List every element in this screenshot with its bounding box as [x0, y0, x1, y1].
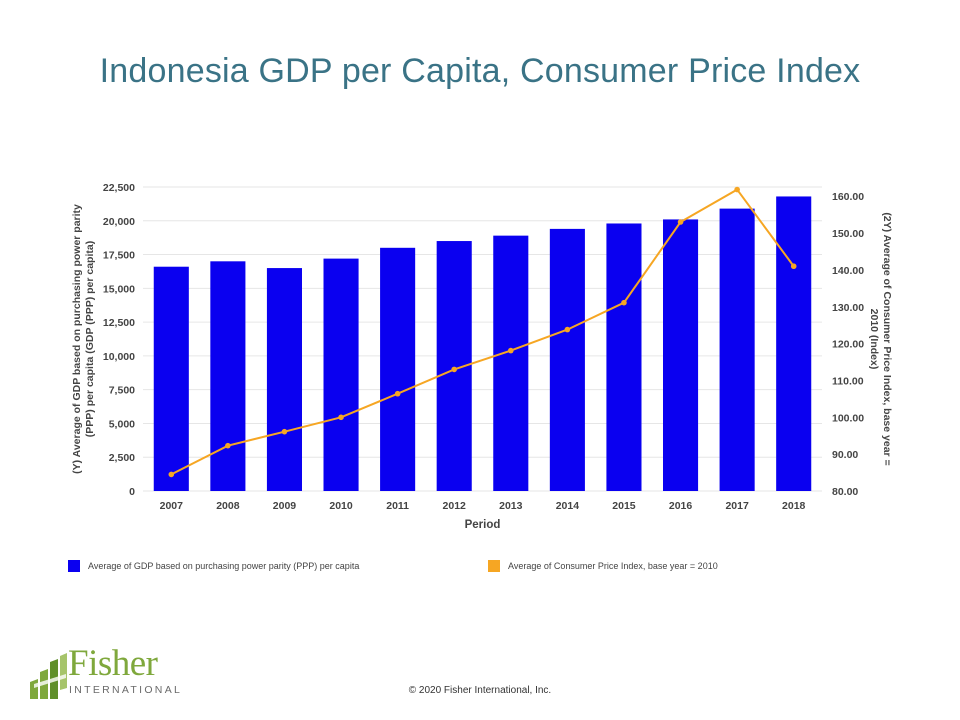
logo-mark-icon: [30, 653, 67, 699]
cpi-point: [790, 263, 797, 270]
y-left-tick-label: 12,500: [103, 317, 135, 329]
y-left-tick-label: 0: [129, 486, 135, 498]
x-tick-label: 2007: [160, 500, 184, 512]
cpi-point: [734, 186, 740, 193]
cpi-point: [564, 326, 571, 333]
cpi-point: [394, 390, 401, 397]
x-tick-label: 2009: [273, 500, 297, 512]
x-axis-title: Period: [465, 519, 501, 531]
cpi-point: [168, 471, 175, 478]
x-tick-label: 2008: [216, 500, 240, 512]
cpi-point: [225, 442, 231, 449]
bar: [210, 261, 246, 491]
cpi-point: [621, 299, 627, 306]
y-right-tick-label: 130.00: [832, 302, 864, 314]
legend-swatch-gdp: [68, 560, 80, 572]
legend-item-cpi[interactable]: Average of Consumer Price Index, base ye…: [488, 558, 718, 574]
bar: [549, 228, 585, 491]
logo-name: Fisher: [68, 643, 158, 684]
legend-label-cpi: Average of Consumer Price Index, base ye…: [508, 561, 718, 571]
x-tick-label: 2012: [443, 500, 467, 512]
y-right-tick-label: 90.00: [832, 449, 858, 461]
cpi-point: [338, 414, 344, 421]
y-right-tick-label: 110.00: [832, 375, 864, 387]
y-left-tick-label: 2,500: [109, 452, 135, 464]
cpi-point: [677, 219, 684, 225]
bar: [719, 208, 755, 491]
bar: [776, 196, 812, 492]
y-right-tick-label: 120.00: [832, 339, 864, 351]
copyright-footer: © 2020 Fisher International, Inc.: [408, 685, 552, 696]
y-left-tick-label: 10,000: [103, 351, 135, 363]
cpi-point: [507, 347, 514, 354]
bar: [493, 235, 529, 491]
slide-title: Indonesia GDP per Capita, Consumer Price…: [99, 52, 861, 90]
fisher-logo: Fisher INTERNATIONAL: [30, 643, 190, 704]
cpi-point: [451, 366, 458, 373]
y-left-axis-title: (Y) Average of GDP based on purchasing p…: [71, 204, 96, 474]
legend-label-gdp: Average of GDP based on purchasing power…: [88, 561, 360, 571]
bar: [380, 247, 416, 491]
y-right-axis-title: (2Y) Average of Consumer Price Index, ba…: [868, 212, 893, 465]
line-series: [168, 186, 797, 478]
y-left-tick-label: 5,000: [109, 418, 135, 430]
y-right-tick-label: 80.00: [832, 486, 858, 498]
x-tick-label: 2010: [329, 500, 353, 512]
x-tick-label: 2017: [725, 500, 749, 512]
cpi-line: [170, 188, 795, 476]
bar-series: [153, 196, 812, 492]
y-right-tick-label: 160.00: [832, 191, 864, 203]
x-tick-label: 2011: [386, 500, 409, 512]
x-tick-label: 2014: [556, 500, 580, 512]
x-tick-label: 2013: [499, 500, 523, 512]
x-tick-label: 2015: [612, 500, 636, 512]
bar: [323, 258, 359, 491]
x-tick-label: 2018: [782, 500, 806, 512]
y-left-tick-label: 7,500: [109, 385, 135, 397]
bar: [266, 268, 302, 491]
bar: [606, 223, 642, 492]
bar: [663, 219, 699, 491]
legend-swatch-cpi: [488, 560, 500, 572]
y-left-tick-label: 22,500: [103, 182, 135, 194]
axes: 0 2,500 5,000 7,500 10,000 12,500 15,000 17,500…: [71, 182, 893, 531]
y-right-tick-label: 100.00: [832, 412, 864, 424]
gridlines: [143, 186, 822, 492]
y-left-tick-label: 17,500: [103, 250, 135, 262]
y-left-tick-label: 20,000: [103, 216, 135, 228]
y-right-tick-label: 150.00: [832, 228, 864, 240]
x-tick-label: 2016: [669, 500, 693, 512]
y-left-tick-label: 15,000: [103, 283, 135, 295]
cpi-point: [281, 428, 288, 435]
y-right-tick-label: 140.00: [832, 265, 864, 277]
logo-subtitle: INTERNATIONAL: [69, 684, 183, 696]
legend-item-gdp[interactable]: Average of GDP based on purchasing power…: [68, 558, 359, 574]
bar: [153, 266, 189, 491]
